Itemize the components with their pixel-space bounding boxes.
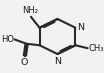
Text: O: O [20, 58, 28, 67]
Text: N: N [54, 57, 61, 66]
Text: HO: HO [1, 35, 14, 44]
Text: N: N [78, 22, 85, 32]
Text: CH₃: CH₃ [88, 44, 104, 53]
Text: NH₂: NH₂ [22, 6, 38, 15]
